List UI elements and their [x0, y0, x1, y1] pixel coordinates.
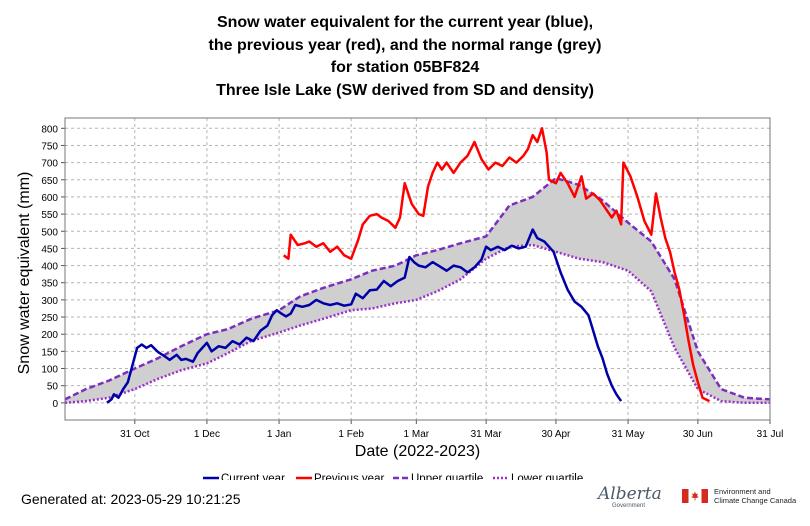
eccc-logo: Environment and Climate Change Canada — [714, 487, 796, 505]
x-tick-label: 31 Oct — [120, 429, 150, 440]
series-line-lower — [64, 243, 770, 405]
alberta-logo-sub: Government — [612, 503, 646, 509]
series-line-previous — [282, 127, 711, 403]
series-line-upper — [64, 176, 771, 401]
normal-range-band — [65, 178, 770, 403]
y-tick-label: 400 — [41, 262, 58, 273]
legend-label-previous: Previous year — [314, 473, 384, 480]
logos: Alberta Government Environment and Clima… — [596, 482, 802, 512]
x-tick-label: 31 Jul — [757, 429, 784, 440]
y-tick-label: 550 — [41, 210, 58, 221]
plot-frame — [64, 117, 771, 421]
x-tick-label: 30 Apr — [541, 429, 571, 440]
x-tick-label: 1 Mar — [404, 429, 430, 440]
generated-timestamp: Generated at: 2023-05-29 10:21:25 — [21, 491, 241, 507]
x-tick-label: 1 Dec — [194, 429, 220, 440]
axes: 0 50 100 150 200 250 300 350 400 450 500 550 600 650 7… — [16, 117, 784, 460]
y-tick-label: 250 — [41, 313, 58, 324]
y-tick-label: 600 — [41, 193, 58, 204]
x-axis-label: Date (2022-2023) — [355, 443, 480, 460]
y-tick-label: 350 — [41, 279, 58, 290]
y-tick-label: 150 — [41, 347, 58, 358]
eccc-logo-line-1: Environment and — [714, 487, 771, 496]
y-axis-label: Snow water equivalent (mm) — [16, 172, 33, 375]
title-line-4: Three Isle Lake (SW derived from SD and … — [216, 81, 594, 99]
alberta-logo: Alberta — [598, 484, 662, 504]
legend: Current year Previous year Upper quartile L… — [203, 473, 583, 480]
legend-label-current: Current year — [221, 473, 285, 480]
x-tick-label: 31 Mar — [471, 429, 503, 440]
y-tick-label: 50 — [47, 382, 59, 393]
title-line-2: the previous year (red), and the normal … — [208, 36, 602, 54]
y-tick-label: 300 — [41, 296, 58, 307]
y-tick-label: 650 — [41, 176, 58, 187]
y-tick-label: 750 — [41, 141, 58, 152]
eccc-logo-line-2: Climate Change Canada — [714, 496, 797, 505]
y-tick-label: 0 — [52, 399, 58, 410]
legend-label-lower: Lower quartile — [511, 473, 583, 480]
y-tick-label: 700 — [41, 159, 58, 170]
y-tick-label: 100 — [41, 365, 58, 376]
x-tick-label: 31 May — [612, 429, 645, 440]
x-tick-label: 1 Jan — [267, 429, 291, 440]
legend-label-upper: Upper quartile — [411, 473, 483, 480]
chart-title: Snow water equivalent for the current ye… — [0, 12, 810, 102]
x-tick-label: 1 Feb — [338, 429, 364, 440]
normal-range-fill — [65, 178, 770, 403]
swe-chart: 0 50 100 150 200 250 300 350 400 450 500 550 600 650 7… — [16, 117, 784, 480]
title-line-3: for station 05BF824 — [330, 59, 480, 76]
y-tick-label: 800 — [41, 124, 58, 135]
y-tick-label: 450 — [41, 244, 58, 255]
canada-flag-icon — [682, 489, 708, 503]
series-line-current — [106, 228, 623, 404]
series-lines — [64, 127, 771, 405]
y-tick-label: 200 — [41, 330, 58, 341]
y-tick-label: 500 — [41, 227, 58, 238]
x-tick-label: 30 Jun — [683, 429, 713, 440]
title-line-1: Snow water equivalent for the current ye… — [216, 14, 594, 31]
